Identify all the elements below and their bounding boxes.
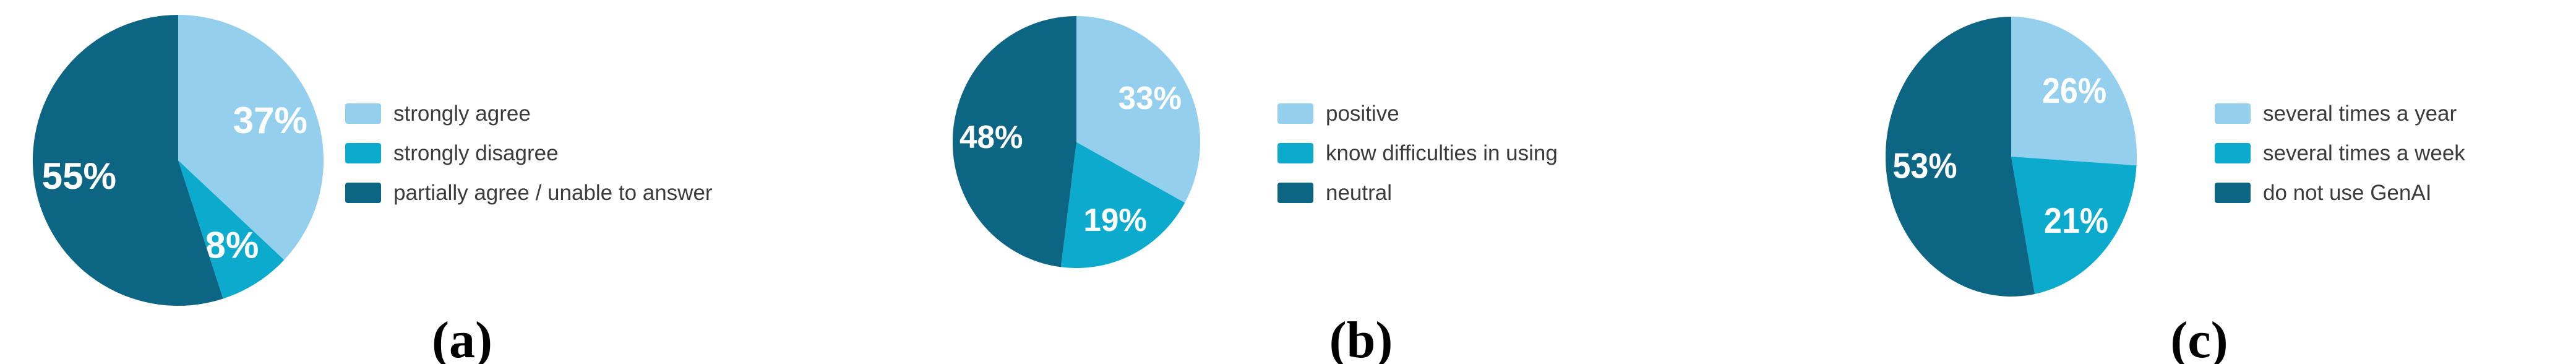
legend-swatch bbox=[1277, 103, 1313, 124]
figure-caption-a: (a) bbox=[432, 311, 492, 364]
pie-percentage-label: 33% bbox=[1118, 80, 1182, 116]
pie-chart-b: 33% 19% 48% bbox=[953, 16, 1200, 268]
pie-percentage-label: 8% bbox=[205, 224, 259, 266]
legend-label: strongly agree bbox=[393, 102, 531, 126]
legend-label: do not use GenAI bbox=[2263, 181, 2432, 205]
legend-b: positive know difficulties in using neutra… bbox=[1277, 103, 1558, 222]
legend-item: do not use GenAI bbox=[2215, 181, 2465, 205]
pie-slice-1 bbox=[1060, 142, 1185, 268]
legend-item: neutral bbox=[1277, 181, 1558, 205]
legend-item: strongly disagree bbox=[345, 141, 713, 165]
pie-chart-c: 26% 21% 53% bbox=[1886, 17, 2137, 297]
legend-item: positive bbox=[1277, 103, 1558, 124]
legend-swatch bbox=[2215, 143, 2251, 163]
pie-slice-2 bbox=[953, 16, 1076, 267]
legend-label: several times a year bbox=[2263, 102, 2457, 126]
legend-label: know difficulties in using bbox=[1326, 141, 1558, 165]
pie-percentage-label: 53% bbox=[1893, 145, 1957, 186]
legend-swatch bbox=[345, 103, 381, 124]
pie-percentage-label: 21% bbox=[2044, 201, 2108, 241]
figure-caption-b: (b) bbox=[1329, 311, 1393, 364]
legend-swatch bbox=[2215, 183, 2251, 203]
legend-item: partially agree / unable to answer bbox=[345, 181, 713, 205]
legend-label: strongly disagree bbox=[393, 141, 559, 165]
pie-slice-0 bbox=[1076, 16, 1200, 203]
pie-slice-1 bbox=[2011, 157, 2137, 294]
figure-caption-c: (c) bbox=[2170, 311, 2228, 364]
legend-item: several times a week bbox=[2215, 141, 2465, 165]
pie-percentage-label: 48% bbox=[960, 118, 1023, 155]
pie-slice-0 bbox=[2011, 17, 2137, 166]
legend-c: several times a year several times a week… bbox=[2215, 103, 2465, 222]
legend-swatch bbox=[345, 183, 381, 203]
pie-chart-a: 37% 8% 55% bbox=[33, 15, 324, 306]
legend-item: strongly agree bbox=[345, 103, 713, 124]
pie-percentage-label: 55% bbox=[42, 155, 116, 197]
legend-swatch bbox=[345, 143, 381, 163]
legend-item: several times a year bbox=[2215, 103, 2465, 124]
pie-percentage-label: 26% bbox=[2042, 71, 2106, 111]
legend-swatch bbox=[1277, 143, 1313, 163]
pie-percentage-label: 19% bbox=[1083, 201, 1146, 238]
legend-swatch bbox=[2215, 103, 2251, 124]
legend-a: strongly agree strongly disagree partially… bbox=[345, 103, 713, 222]
legend-label: neutral bbox=[1326, 181, 1393, 205]
legend-label: partially agree / unable to answer bbox=[393, 181, 713, 205]
pie-slice-2 bbox=[33, 15, 223, 306]
pie-slice-0 bbox=[178, 15, 324, 260]
legend-label: positive bbox=[1326, 102, 1399, 126]
pie-percentage-label: 37% bbox=[233, 100, 307, 141]
legend-swatch bbox=[1277, 183, 1313, 203]
pie-slice-1 bbox=[178, 160, 285, 299]
legend-label: several times a week bbox=[2263, 141, 2465, 165]
legend-item: know difficulties in using bbox=[1277, 141, 1558, 165]
pie-slice-2 bbox=[1886, 17, 2035, 297]
